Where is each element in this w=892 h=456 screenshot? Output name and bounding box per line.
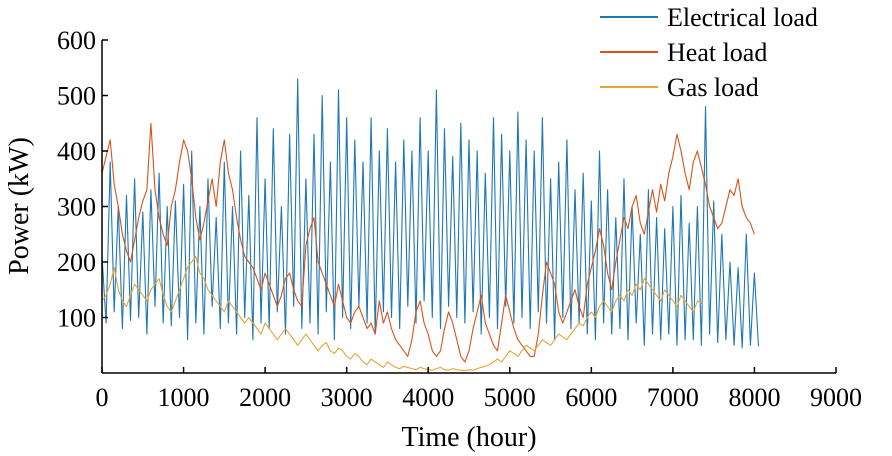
x-axis-title: Time (hour) (401, 422, 536, 453)
x-tick-label: 2000 (239, 383, 291, 412)
y-tick-label: 500 (57, 82, 96, 111)
x-tick-label: 1000 (158, 383, 210, 412)
x-tick-label: 5000 (484, 383, 536, 412)
x-tick-label: 8000 (728, 383, 780, 412)
series-line-heat-load (102, 122, 755, 363)
y-tick-label: 300 (57, 193, 96, 222)
series-line-gas-load (102, 255, 702, 372)
legend-label: Electrical load (667, 3, 818, 32)
legend-label: Heat load (667, 38, 767, 67)
x-tick-label: 6000 (565, 383, 617, 412)
y-tick-label: 600 (57, 26, 96, 55)
y-axis-ticks: 100 200 300 400 500 600 (57, 26, 108, 333)
y-axis-title: Power (kW) (4, 137, 35, 275)
x-axis-ticks: 0 1000 2000 3000 4000 5000 6000 7000 8000 9000 (96, 367, 862, 412)
x-tick-label: 9000 (810, 383, 862, 412)
x-tick-label: 4000 (402, 383, 454, 412)
x-tick-label: 7000 (647, 383, 699, 412)
series-group (102, 78, 760, 372)
y-tick-label: 200 (57, 248, 96, 277)
series-line-electrical-load (102, 78, 760, 349)
y-tick-label: 100 (57, 304, 96, 333)
y-tick-label: 400 (57, 137, 96, 166)
legend-label: Gas load (667, 73, 759, 102)
x-tick-label: 3000 (321, 383, 373, 412)
legend: Electrical load Heat load Gas load (600, 3, 818, 102)
x-tick-label: 0 (96, 383, 109, 412)
